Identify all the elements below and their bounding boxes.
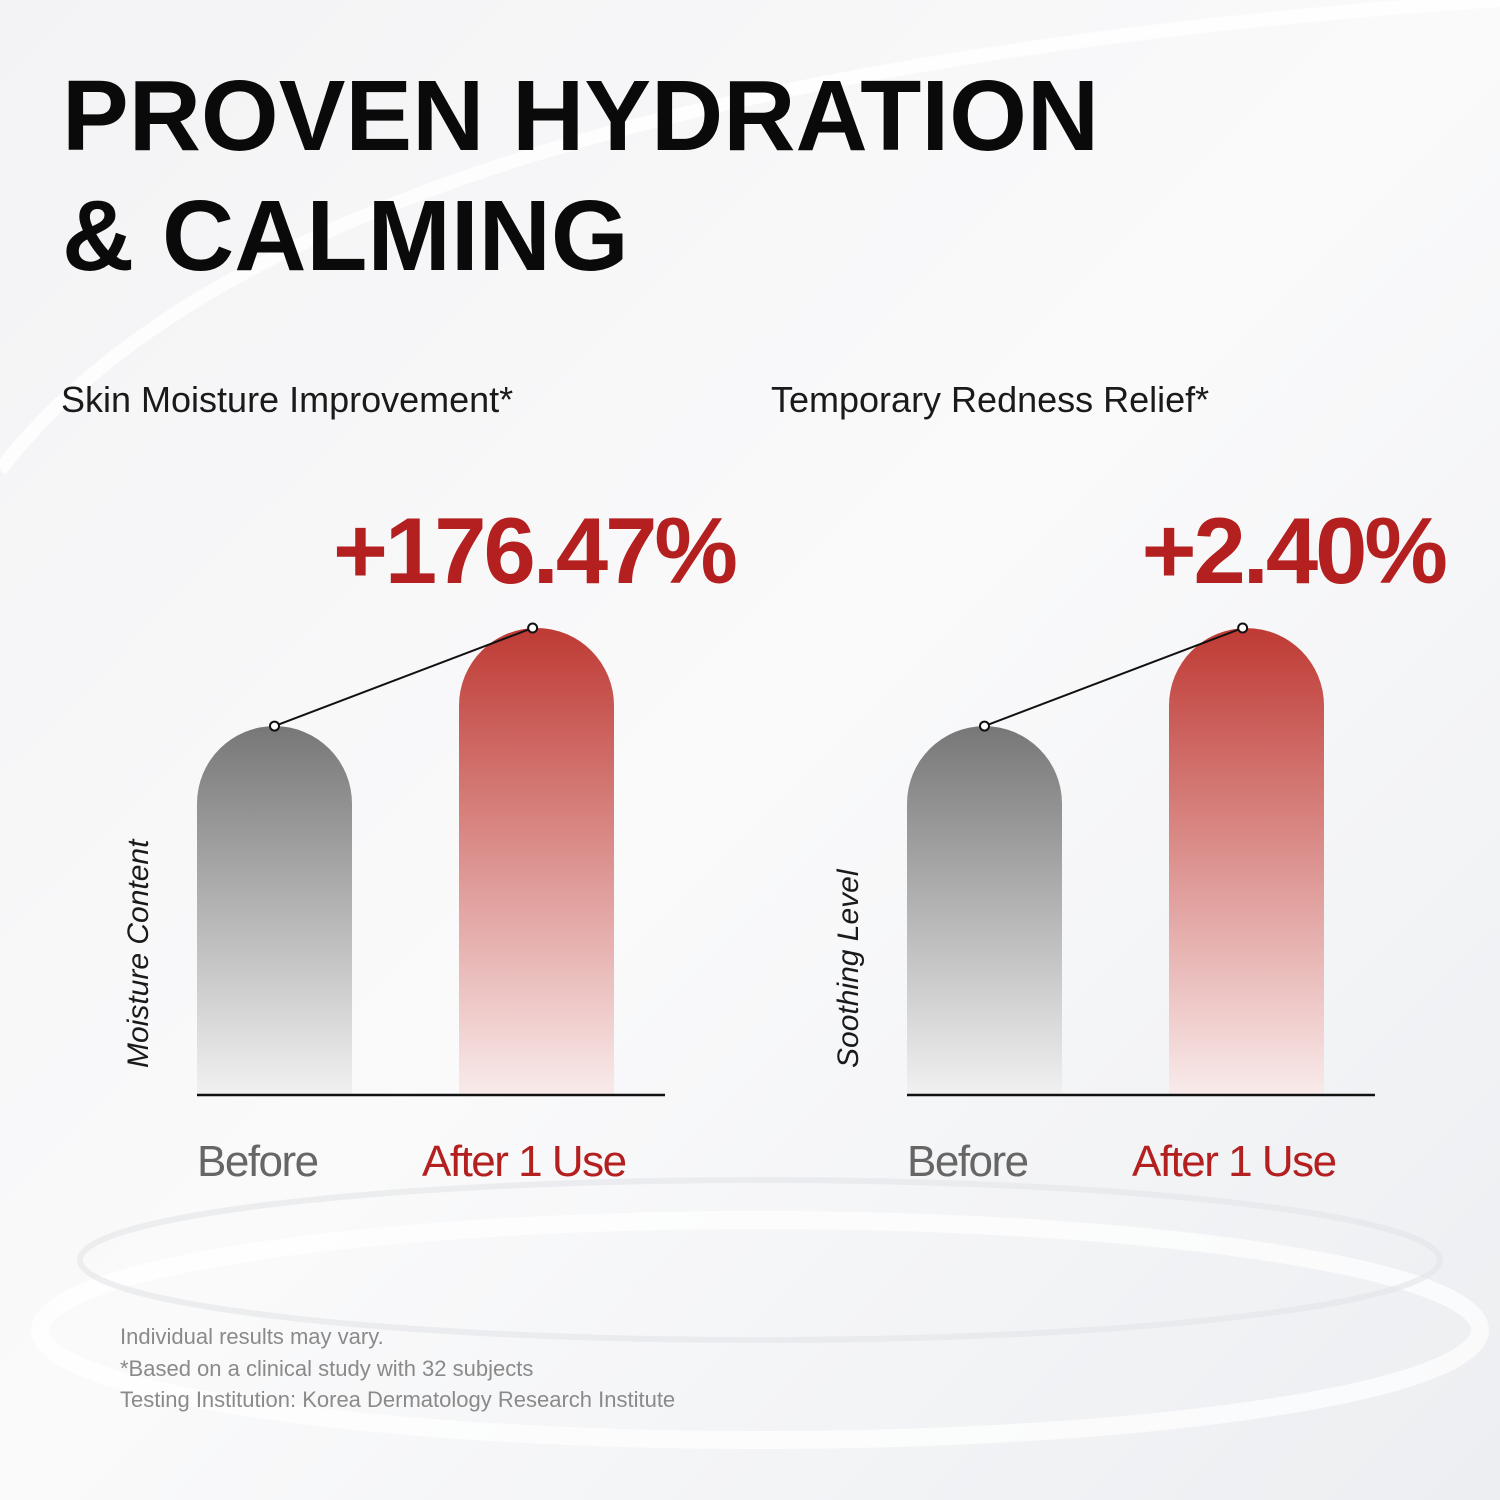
- title-line: & CALMING: [62, 180, 629, 292]
- bar: [1169, 628, 1324, 1095]
- annotation: +176.47%: [333, 498, 736, 603]
- decor: [31, 1211, 1489, 1449]
- x-tick-label: Before: [907, 1137, 1028, 1186]
- bar: [907, 726, 1062, 1095]
- title-line: PROVEN HYDRATION: [62, 60, 1099, 172]
- y-axis-label: Moisture Content: [122, 838, 155, 1068]
- footnote: Individual results may vary.: [120, 1324, 384, 1349]
- chart-title: Skin Moisture Improvement*: [61, 379, 513, 420]
- chart-title: Temporary Redness Relief*: [771, 379, 1209, 420]
- bar: [459, 628, 614, 1095]
- point: [269, 720, 280, 732]
- y-axis-label: Soothing Level: [832, 868, 865, 1068]
- x-tick-label: After 1 Use: [1132, 1137, 1336, 1186]
- x-tick-label: After 1 Use: [422, 1137, 626, 1186]
- footnote: *Based on a clinical study with 32 subje…: [120, 1356, 533, 1381]
- connector: [984, 627, 1243, 728]
- point: [979, 720, 990, 732]
- point: [1237, 622, 1249, 634]
- footnote: Testing Institution: Korea Dermatology R…: [120, 1387, 675, 1412]
- x-tick-label: Before: [197, 1137, 318, 1186]
- decor: [0, 0, 1500, 475]
- charts: Skin Moisture Improvement* +176.47% Moistu…: [61, 379, 1449, 1186]
- connector: [274, 627, 533, 728]
- decor: [77, 1177, 1443, 1343]
- point: [527, 622, 539, 634]
- bar: [197, 726, 352, 1095]
- annotation: +2.40%: [1142, 498, 1447, 603]
